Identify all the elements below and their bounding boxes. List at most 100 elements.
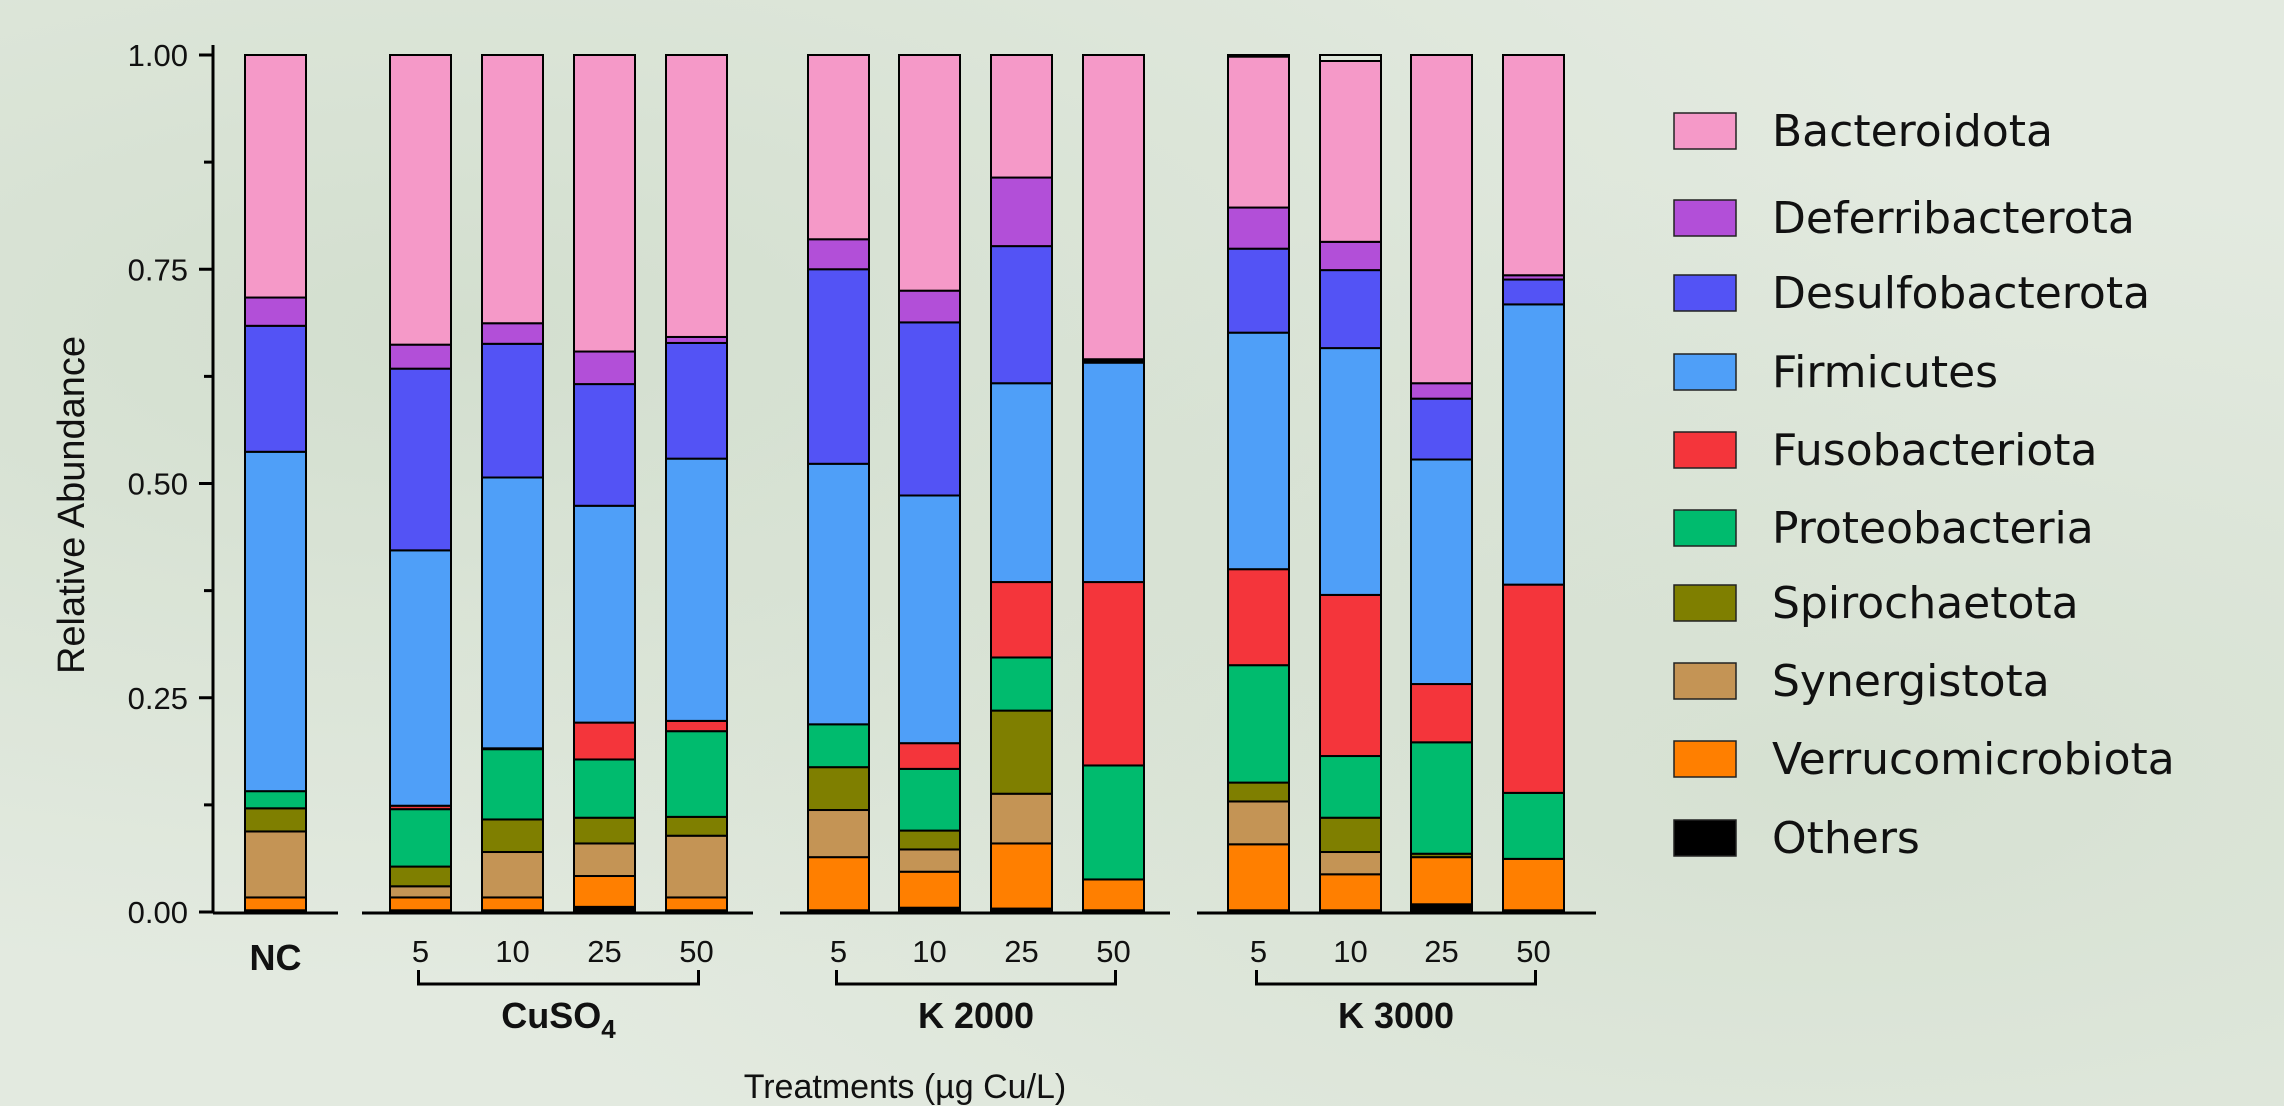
legend-label: Others	[1772, 813, 1920, 864]
legend-swatch	[1673, 662, 1737, 700]
bar-segment-proteobacteria	[389, 808, 452, 868]
x-tick-label: 50	[1516, 934, 1550, 969]
bar-segment-spirochaetota	[481, 818, 544, 854]
bar-segment-proteobacteria	[898, 767, 961, 832]
bar-segment-proteobacteria	[573, 758, 636, 819]
bar-segment-synergistota	[1227, 800, 1290, 846]
bar-segment-deferribacterota	[1410, 382, 1473, 400]
legend-item-spirochaetota: Spirochaetota	[1673, 578, 2079, 629]
bar-segment-spirochaetota	[990, 709, 1053, 795]
legend-label: Deferribacterota	[1772, 193, 2135, 244]
group-bracket	[835, 970, 1117, 986]
bar-segment-desulfobacterota	[1410, 397, 1473, 461]
group-label-nc: NC	[250, 937, 302, 978]
bar-segment-firmicutes	[990, 382, 1053, 584]
bar-segment-synergistota	[807, 809, 870, 859]
bar-segment-deferribacterota	[990, 176, 1053, 248]
bar-segment-synergistota	[481, 851, 544, 899]
y-tick-label: 1.00	[128, 38, 188, 73]
bar-segment-desulfobacterota	[665, 341, 728, 460]
bar-segment-bacteroidota	[990, 54, 1053, 179]
y-tick-label: 0.50	[128, 467, 188, 502]
bar-segment-fusobacteriota	[573, 721, 636, 761]
legend-item-firmicutes: Firmicutes	[1673, 347, 1998, 398]
bar-segment-deferribacterota	[481, 322, 544, 345]
x-tick-label: 10	[495, 934, 529, 969]
bar-segment-synergistota	[573, 842, 636, 878]
bar-segment-spirochaetota	[1227, 781, 1290, 803]
bar-segment-deferribacterota	[1227, 206, 1290, 250]
bar-segment-verrucomicrobiota	[898, 870, 961, 909]
x-tick-label: 50	[679, 934, 713, 969]
bar-segment-verrucomicrobiota	[1082, 878, 1145, 912]
y-axis-title: Relative Abundance	[51, 336, 93, 674]
y-tick-label: 0.00	[128, 895, 188, 930]
bar-segment-firmicutes	[481, 476, 544, 750]
x-tick-label: 5	[412, 934, 429, 969]
x-tick-label: 25	[1424, 934, 1458, 969]
bar-segment-deferribacterota	[898, 289, 961, 324]
bar-segment-fusobacteriota	[1410, 683, 1473, 744]
bar-segment-deferribacterota	[389, 343, 452, 370]
bar-segment-verrucomicrobiota	[244, 896, 307, 912]
bar-segment-proteobacteria	[1410, 741, 1473, 855]
bar-segment-fusobacteriota	[898, 742, 961, 770]
bar-segment-fusobacteriota	[1082, 581, 1145, 767]
bar-segment-firmicutes	[389, 549, 452, 807]
legend-label: Synergistota	[1772, 656, 2050, 707]
bar-segment-synergistota	[389, 885, 452, 899]
bar-segment-synergistota	[665, 834, 728, 899]
bar-segment-spirochaetota	[389, 865, 452, 888]
x-tick-label: 25	[587, 934, 621, 969]
legend-item-bacteroidota: Bacteroidota	[1673, 106, 2053, 157]
bar-cuso4-10	[481, 54, 544, 914]
bar-segment-bacteroidota	[244, 54, 307, 299]
bar-segment-bacteroidota	[1319, 59, 1382, 243]
bar-segment-fusobacteriota	[990, 581, 1053, 659]
bar-segment-proteobacteria	[244, 790, 307, 810]
bar-segment-spirochaetota	[244, 807, 307, 833]
bar-segment-verrucomicrobiota	[807, 856, 870, 912]
bar-segment-firmicutes	[1227, 331, 1290, 571]
legend-item-others: Others	[1673, 813, 1920, 864]
bar-segment-desulfobacterota	[898, 321, 961, 497]
bar-segment-synergistota	[990, 792, 1053, 845]
bar-segment-bacteroidota	[1082, 54, 1145, 361]
bar-k-2000-25	[990, 54, 1053, 914]
legend-swatch	[1673, 509, 1737, 547]
bar-segment-verrucomicrobiota	[1319, 873, 1382, 912]
bar-segment-proteobacteria	[1227, 664, 1290, 784]
bar-nc-nc	[244, 54, 307, 914]
bar-segment-proteobacteria	[1502, 791, 1565, 860]
bar-segment-proteobacteria	[807, 723, 870, 769]
legend-label: Verrucomicrobiota	[1772, 734, 2175, 785]
bar-cuso4-5	[389, 54, 452, 914]
bar-cuso4-25	[573, 54, 636, 913]
bar-k-2000-50	[1082, 54, 1145, 914]
legend-swatch	[1673, 819, 1737, 857]
bars-layer	[244, 54, 1565, 914]
bar-k-3000-50	[1502, 54, 1565, 914]
group-label: K 3000	[1338, 995, 1454, 1036]
bar-segment-desulfobacterota	[1502, 278, 1565, 306]
bar-segment-verrucomicrobiota	[990, 842, 1053, 910]
bar-segment-desulfobacterota	[244, 324, 307, 453]
group-label: K 2000	[918, 995, 1034, 1036]
bar-segment-spirochaetota	[573, 816, 636, 845]
legend-item-proteobacteria: Proteobacteria	[1673, 503, 2094, 554]
legend-item-synergistota: Synergistota	[1673, 656, 2050, 707]
bar-segment-deferribacterota	[807, 238, 870, 271]
bar-segment-verrucomicrobiota	[481, 896, 544, 912]
x-tick-label: 10	[912, 934, 946, 969]
axes-layer: 0.00 0.25 0.50 0.75 1.00 NC 5 10 25 50 CuSO4 5 10 25 5…	[128, 38, 1596, 1044]
x-tick-label: 5	[830, 934, 847, 969]
legend-swatch	[1673, 353, 1737, 391]
bar-segment-verrucomicrobiota	[665, 896, 728, 912]
bar-segment-verrucomicrobiota	[1502, 857, 1565, 912]
legend-label: Bacteroidota	[1772, 106, 2053, 157]
x-tick-label: 50	[1096, 934, 1130, 969]
bar-segment-bacteroidota	[573, 54, 636, 353]
bar-cuso4-50	[665, 54, 728, 914]
bar-k-2000-5	[807, 54, 870, 914]
